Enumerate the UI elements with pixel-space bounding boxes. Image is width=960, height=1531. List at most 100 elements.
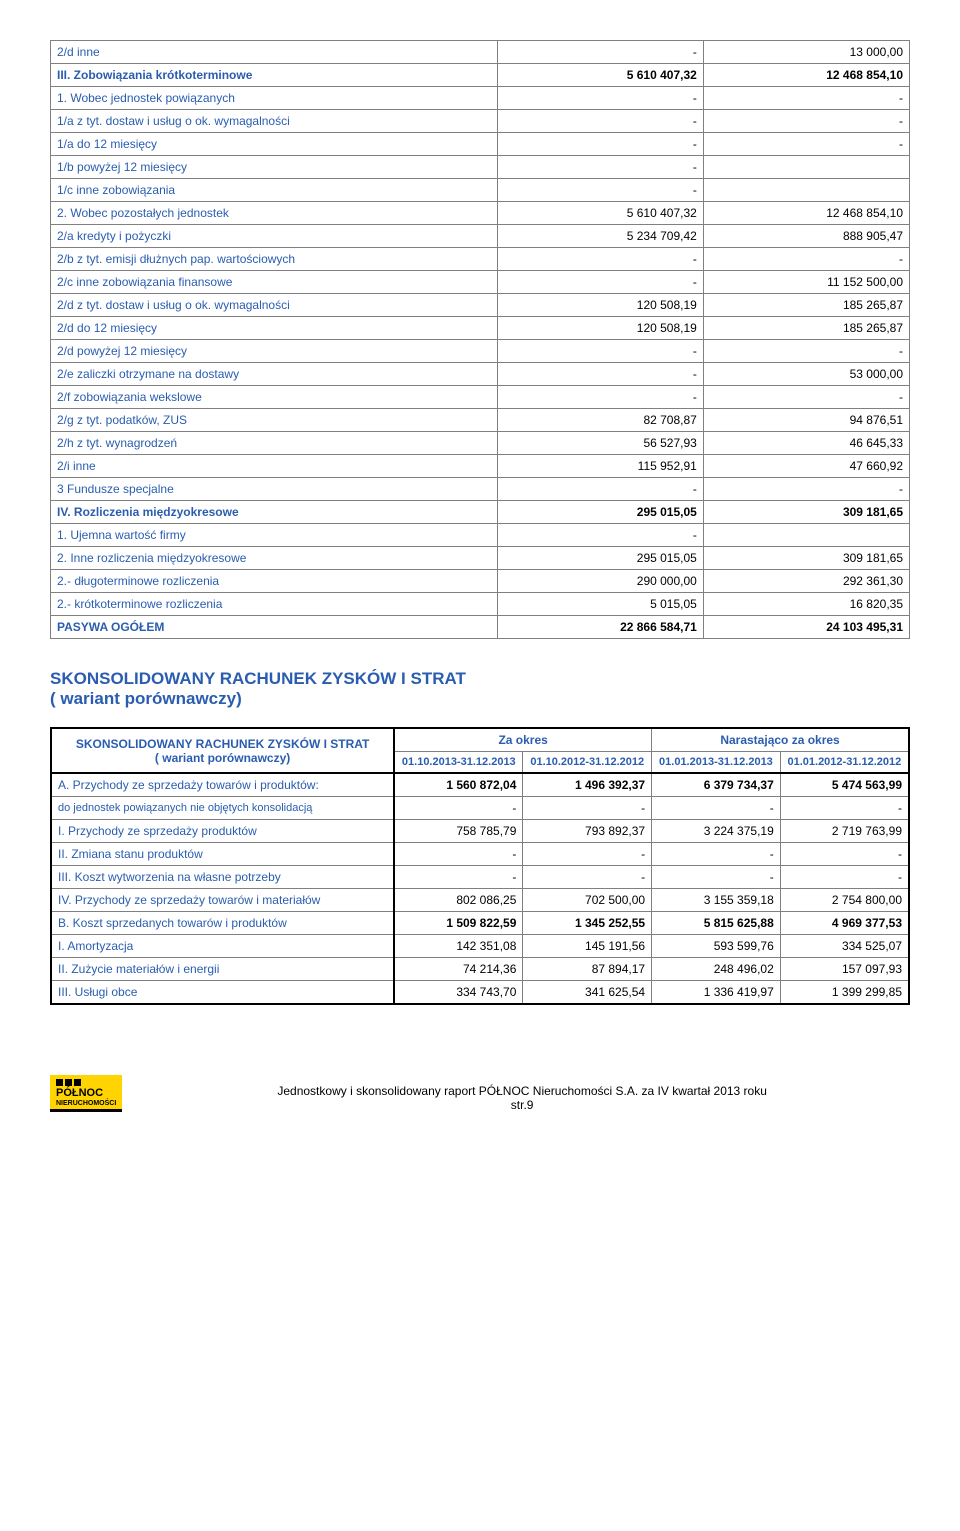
income-statement-table: SKONSOLIDOWANY RACHUNEK ZYSKÓW I STRAT (… xyxy=(50,727,910,1005)
row-value: 290 000,00 xyxy=(497,570,703,593)
table-row: 2/b z tyt. emisji dłużnych pap. wartości… xyxy=(51,248,910,271)
row-value: 4 969 377,53 xyxy=(780,912,909,935)
row-value: 334 743,70 xyxy=(394,981,523,1005)
row-label: 2/d inne xyxy=(51,41,498,64)
row-value xyxy=(703,156,909,179)
row-value: 46 645,33 xyxy=(703,432,909,455)
row-value: 309 181,65 xyxy=(703,501,909,524)
row-value: - xyxy=(394,797,523,820)
row-value: - xyxy=(652,797,781,820)
company-logo: PÓŁNOC NIERUCHOMOŚCI xyxy=(50,1075,122,1112)
row-value: - xyxy=(497,386,703,409)
row-value: - xyxy=(497,41,703,64)
row-value: 5 610 407,32 xyxy=(497,64,703,87)
row-label: II. Zużycie materiałów i energii xyxy=(51,958,394,981)
row-value: 2 719 763,99 xyxy=(780,820,909,843)
table-row: 2/c inne zobowiązania finansowe-11 152 5… xyxy=(51,271,910,294)
table-row: IV. Przychody ze sprzedaży towarów i mat… xyxy=(51,889,909,912)
row-value: 334 525,07 xyxy=(780,935,909,958)
row-label: III. Usługi obce xyxy=(51,981,394,1005)
row-value: - xyxy=(780,866,909,889)
row-value: 12 468 854,10 xyxy=(703,202,909,225)
row-value: 11 152 500,00 xyxy=(703,271,909,294)
row-value: 185 265,87 xyxy=(703,317,909,340)
row-value: 3 155 359,18 xyxy=(652,889,781,912)
row-label: 3 Fundusze specjalne xyxy=(51,478,498,501)
row-value: 53 000,00 xyxy=(703,363,909,386)
table-row: 1/a z tyt. dostaw i usług o ok. wymagaln… xyxy=(51,110,910,133)
row-label: 2. Wobec pozostałych jednostek xyxy=(51,202,498,225)
row-value: - xyxy=(523,797,652,820)
row-label: III. Zobowiązania krótkoterminowe xyxy=(51,64,498,87)
row-value: - xyxy=(703,340,909,363)
table-row: 2/d do 12 miesięcy120 508,19185 265,87 xyxy=(51,317,910,340)
row-value: 758 785,79 xyxy=(394,820,523,843)
row-value: 1 399 299,85 xyxy=(780,981,909,1005)
row-value: - xyxy=(780,797,909,820)
row-value: 292 361,30 xyxy=(703,570,909,593)
row-value: 82 708,87 xyxy=(497,409,703,432)
row-value: 74 214,36 xyxy=(394,958,523,981)
table-row: 2/a kredyty i pożyczki5 234 709,42888 90… xyxy=(51,225,910,248)
income-header-period: Za okres xyxy=(394,728,651,752)
row-value: 157 097,93 xyxy=(780,958,909,981)
row-value: 2 754 800,00 xyxy=(780,889,909,912)
table-row: I. Amortyzacja142 351,08145 191,56593 59… xyxy=(51,935,909,958)
row-label: 1. Wobec jednostek powiązanych xyxy=(51,87,498,110)
row-label: IV. Przychody ze sprzedaży towarów i mat… xyxy=(51,889,394,912)
row-value: - xyxy=(652,843,781,866)
table-row: A. Przychody ze sprzedaży towarów i prod… xyxy=(51,773,909,797)
row-label: 1/a z tyt. dostaw i usług o ok. wymagaln… xyxy=(51,110,498,133)
row-value: 1 496 392,37 xyxy=(523,773,652,797)
row-value: - xyxy=(703,133,909,156)
row-label: do jednostek powiązanych nie objętych ko… xyxy=(51,797,394,820)
table-row: III. Usługi obce334 743,70341 625,541 33… xyxy=(51,981,909,1005)
period-col: 01.10.2012-31.12.2012 xyxy=(523,752,652,774)
row-label: 1/a do 12 miesięcy xyxy=(51,133,498,156)
row-value: - xyxy=(497,87,703,110)
row-value: 56 527,93 xyxy=(497,432,703,455)
table-row: 2/e zaliczki otrzymane na dostawy-53 000… xyxy=(51,363,910,386)
row-label: 2. Inne rozliczenia międzyokresowe xyxy=(51,547,498,570)
row-value: - xyxy=(497,110,703,133)
row-value: 802 086,25 xyxy=(394,889,523,912)
row-value: 47 660,92 xyxy=(703,455,909,478)
row-value: - xyxy=(497,524,703,547)
table-row: III. Koszt wytworzenia na własne potrzeb… xyxy=(51,866,909,889)
row-value: 5 234 709,42 xyxy=(497,225,703,248)
row-value: - xyxy=(497,248,703,271)
table-row: B. Koszt sprzedanych towarów i produktów… xyxy=(51,912,909,935)
row-label: 2/e zaliczki otrzymane na dostawy xyxy=(51,363,498,386)
row-value: 185 265,87 xyxy=(703,294,909,317)
table-row: III. Zobowiązania krótkoterminowe5 610 4… xyxy=(51,64,910,87)
row-value: 341 625,54 xyxy=(523,981,652,1005)
row-label: A. Przychody ze sprzedaży towarów i prod… xyxy=(51,773,394,797)
table-row: IV. Rozliczenia międzyokresowe295 015,05… xyxy=(51,501,910,524)
row-value: 248 496,02 xyxy=(652,958,781,981)
table-row: 1. Ujemna wartość firmy- xyxy=(51,524,910,547)
row-value: 295 015,05 xyxy=(497,547,703,570)
row-label: 2/a kredyty i pożyczki xyxy=(51,225,498,248)
row-value xyxy=(703,179,909,202)
row-value: 5 815 625,88 xyxy=(652,912,781,935)
row-value: - xyxy=(394,843,523,866)
row-value: 702 500,00 xyxy=(523,889,652,912)
row-value: 309 181,65 xyxy=(703,547,909,570)
row-value: - xyxy=(703,87,909,110)
row-value: 94 876,51 xyxy=(703,409,909,432)
table-row: 1/c inne zobowiązania- xyxy=(51,179,910,202)
row-value: 3 224 375,19 xyxy=(652,820,781,843)
page-footer: PÓŁNOC NIERUCHOMOŚCI Jednostkowy i skons… xyxy=(50,1075,910,1112)
row-label: III. Koszt wytworzenia na własne potrzeb… xyxy=(51,866,394,889)
row-value: 593 599,76 xyxy=(652,935,781,958)
row-value: 145 191,56 xyxy=(523,935,652,958)
table-row: PASYWA OGÓŁEM22 866 584,7124 103 495,31 xyxy=(51,616,910,639)
income-header-left: SKONSOLIDOWANY RACHUNEK ZYSKÓW I STRAT (… xyxy=(51,728,394,773)
row-value: 115 952,91 xyxy=(497,455,703,478)
table-row: 2.- krótkoterminowe rozliczenia5 015,051… xyxy=(51,593,910,616)
period-col: 01.10.2013-31.12.2013 xyxy=(394,752,523,774)
row-label: 2/f zobowiązania wekslowe xyxy=(51,386,498,409)
row-value: 1 336 419,97 xyxy=(652,981,781,1005)
row-value: - xyxy=(497,156,703,179)
row-label: 1/c inne zobowiązania xyxy=(51,179,498,202)
